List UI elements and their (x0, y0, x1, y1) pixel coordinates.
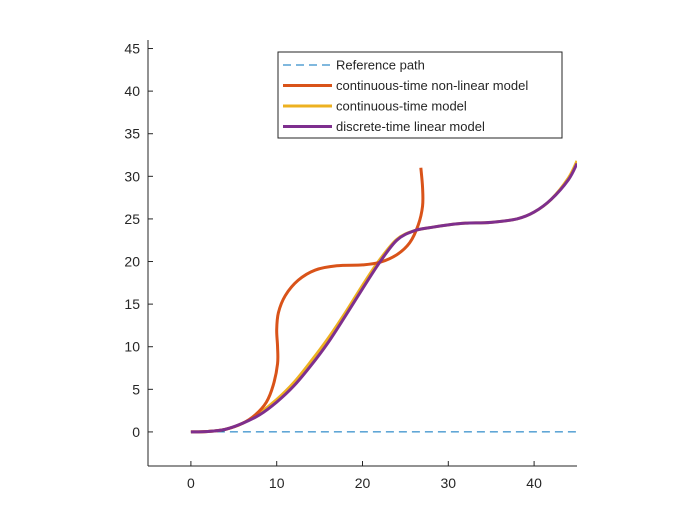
axes: 0 10 20 30 40 0 5 10 15 20 25 30 35 40 45 (124, 40, 577, 491)
legend-label-1: continuous-time non-linear model (336, 78, 528, 93)
y-tick-label: 15 (124, 296, 140, 312)
y-tick-label: 25 (124, 211, 140, 227)
series-line-3 (190, 162, 577, 434)
plot-area (190, 160, 577, 434)
x-tick-label: 0 (187, 475, 195, 491)
legend-box (277, 51, 563, 139)
y-tick-label: 30 (124, 168, 140, 184)
y-tick-label: 45 (124, 41, 140, 57)
y-tick-label: 10 (124, 339, 140, 355)
y-tick-label: 0 (132, 424, 140, 440)
y-tick-label: 35 (124, 126, 140, 142)
y-tick-label: 5 (132, 381, 140, 397)
x-tick-label: 10 (269, 475, 285, 491)
y-tick-label: 40 (124, 83, 140, 99)
legend-label-0: Reference path (336, 58, 425, 73)
series-line-1 (190, 167, 425, 434)
x-tick-label: 20 (355, 475, 371, 491)
x-tick-label: 30 (441, 475, 457, 491)
x-tick-label: 40 (526, 475, 542, 491)
y-tick-label: 20 (124, 254, 140, 270)
series-line-2 (190, 160, 577, 434)
legend-label-3: discrete-time linear model (336, 119, 485, 134)
legend: Reference path continuous-time non-linear… (277, 51, 563, 139)
legend-label-2: continuous-time model (336, 99, 467, 114)
